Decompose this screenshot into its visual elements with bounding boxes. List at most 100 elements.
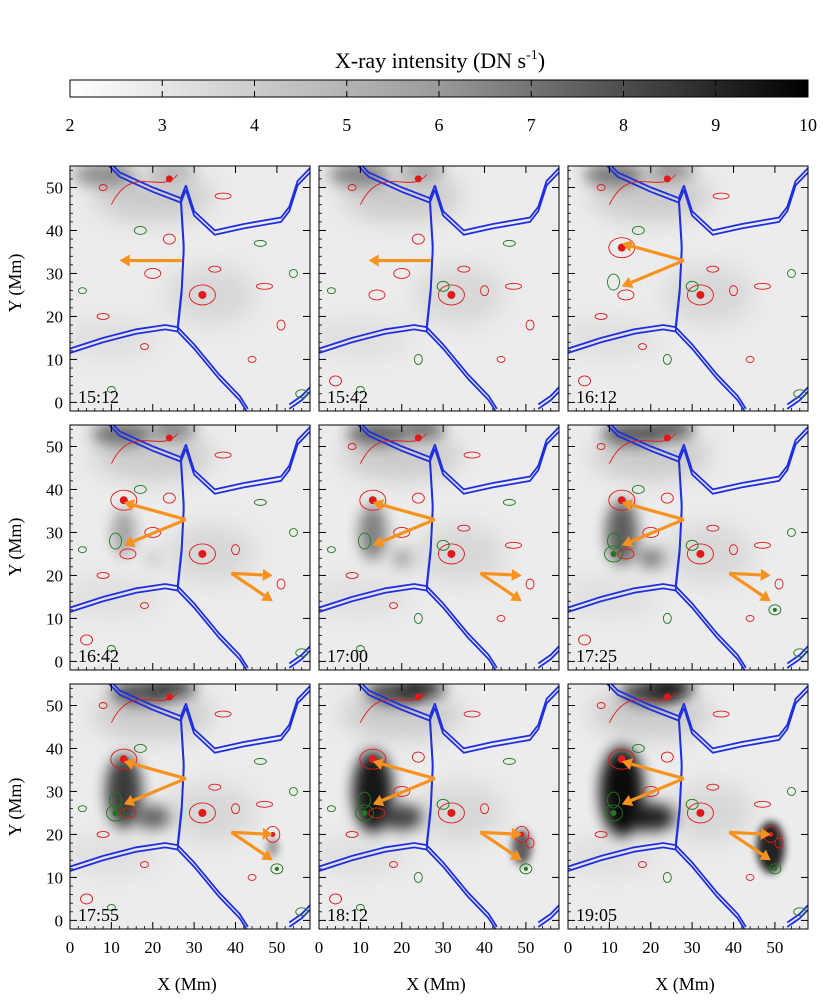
network-boundary bbox=[425, 844, 498, 928]
flow-arrow bbox=[230, 571, 266, 597]
positive-flux-contour bbox=[119, 548, 137, 560]
network-boundary bbox=[568, 583, 676, 609]
y-tick-label: 10 bbox=[46, 350, 63, 369]
positive-flux-core bbox=[696, 808, 705, 817]
network-boundary bbox=[683, 167, 808, 232]
positive-flux-contour bbox=[347, 443, 357, 450]
positive-flux-contour bbox=[368, 807, 386, 819]
flow-arrow-head bbox=[510, 849, 522, 861]
network-boundary bbox=[434, 430, 559, 495]
network-boundary bbox=[568, 846, 676, 872]
network-boundary bbox=[70, 583, 178, 609]
positive-flux-contour bbox=[638, 343, 647, 350]
y-tick-label: 20 bbox=[46, 307, 63, 326]
colorbar-tick-label: 2 bbox=[66, 115, 75, 135]
network-boundary bbox=[185, 167, 310, 232]
image-panel: 18:120 10 20 30 40 50 bbox=[315, 683, 560, 957]
x-tick-label: 50 bbox=[268, 938, 285, 957]
positive-flux-contour bbox=[140, 343, 149, 350]
negative-flux-contour bbox=[662, 871, 672, 883]
y-tick-label: 10 bbox=[46, 868, 63, 887]
network-boundary bbox=[185, 689, 310, 754]
positive-flux-contour bbox=[745, 614, 755, 622]
positive-flux-contour bbox=[247, 873, 257, 881]
flow-arrow-head bbox=[372, 535, 385, 548]
negative-flux-contour bbox=[253, 498, 267, 506]
panel-timestamp: 17:25 bbox=[576, 646, 617, 666]
colorbar: X-ray intensity (DN s-1) 2 3 4 5 6 7 8 9 10 bbox=[66, 48, 818, 135]
xray-brightening bbox=[266, 837, 279, 858]
positive-flux-contour bbox=[347, 184, 357, 191]
positive-flux-core bbox=[165, 175, 173, 183]
positive-flux-contour bbox=[754, 541, 771, 549]
network-boundary bbox=[356, 166, 431, 204]
network-boundary bbox=[319, 846, 427, 872]
flow-arrow bbox=[630, 518, 685, 543]
flow-arrow-head bbox=[261, 849, 273, 861]
network-boundary bbox=[319, 328, 427, 354]
panel-frame bbox=[567, 165, 809, 412]
negative-flux-contour bbox=[604, 545, 623, 563]
negative-flux-contour bbox=[793, 389, 807, 399]
positive-flux-contour bbox=[505, 541, 522, 549]
xray-brightening bbox=[135, 805, 171, 830]
flow-arrow-head bbox=[511, 568, 522, 581]
network-boundary bbox=[185, 430, 310, 495]
negative-flux-contour bbox=[793, 648, 807, 658]
positive-flux-contour bbox=[706, 524, 720, 532]
negative-flux-contour bbox=[77, 287, 87, 295]
positive-flux-contour bbox=[729, 544, 738, 556]
xray-brightening bbox=[105, 754, 142, 829]
x-tick-label: 40 bbox=[227, 938, 244, 957]
network-boundary bbox=[356, 684, 431, 722]
image-panel: 19:050 10 20 30 40 50 bbox=[564, 683, 809, 957]
positive-flux-contour bbox=[389, 602, 398, 609]
panel-timestamp: 17:55 bbox=[78, 905, 119, 925]
network-boundary bbox=[70, 846, 178, 872]
negative-flux-contour bbox=[502, 239, 516, 247]
positive-flux-core bbox=[198, 549, 207, 558]
network-boundary bbox=[568, 328, 676, 354]
positive-flux-contour bbox=[596, 443, 606, 450]
positive-flux-core bbox=[663, 693, 671, 701]
positive-flux-contour bbox=[368, 289, 386, 301]
positive-flux-contour bbox=[712, 192, 730, 200]
network-boundary bbox=[185, 685, 310, 750]
network-boundary bbox=[537, 645, 559, 665]
positive-flux-contour bbox=[505, 282, 522, 290]
xray-haze bbox=[568, 835, 660, 876]
x-tick-label: 30 bbox=[186, 938, 203, 957]
network-boundary bbox=[537, 386, 559, 406]
positive-flux-contour bbox=[188, 543, 216, 565]
negative-flux-contour bbox=[288, 269, 298, 278]
positive-flux-contour bbox=[345, 830, 359, 838]
panel-timestamp: 16:42 bbox=[78, 646, 119, 666]
network-boundary bbox=[176, 330, 248, 411]
positive-flux-contour bbox=[98, 702, 108, 709]
x-tick-label: 30 bbox=[684, 938, 701, 957]
xray-haze bbox=[165, 523, 256, 584]
flow-arrow-head bbox=[261, 590, 273, 602]
network-boundary bbox=[361, 166, 431, 200]
positive-flux-contour bbox=[329, 893, 343, 905]
flow-arrow-head bbox=[262, 568, 273, 581]
positive-flux-contour bbox=[96, 830, 110, 838]
positive-flux-contour bbox=[162, 233, 176, 245]
flow-arrow bbox=[381, 518, 436, 543]
network-boundary bbox=[176, 585, 249, 669]
negative-flux-contour bbox=[109, 791, 122, 809]
x-tick-label: 20 bbox=[393, 938, 410, 957]
y-tick-label: 50 bbox=[46, 696, 63, 715]
negative-flux-contour bbox=[106, 904, 116, 911]
xray-brightening bbox=[649, 684, 694, 698]
positive-flux-contour bbox=[706, 265, 720, 273]
colorbar-tick-label: 7 bbox=[527, 115, 536, 135]
network-boundary bbox=[434, 685, 559, 750]
negative-flux-contour bbox=[436, 280, 450, 292]
positive-flux-contour bbox=[359, 489, 387, 511]
network-boundary bbox=[434, 426, 559, 491]
negative-flux-contour bbox=[604, 804, 623, 822]
panel-frame bbox=[69, 165, 311, 412]
image-panel: 15:12 0 10 20 30 40 50 bbox=[46, 165, 311, 412]
